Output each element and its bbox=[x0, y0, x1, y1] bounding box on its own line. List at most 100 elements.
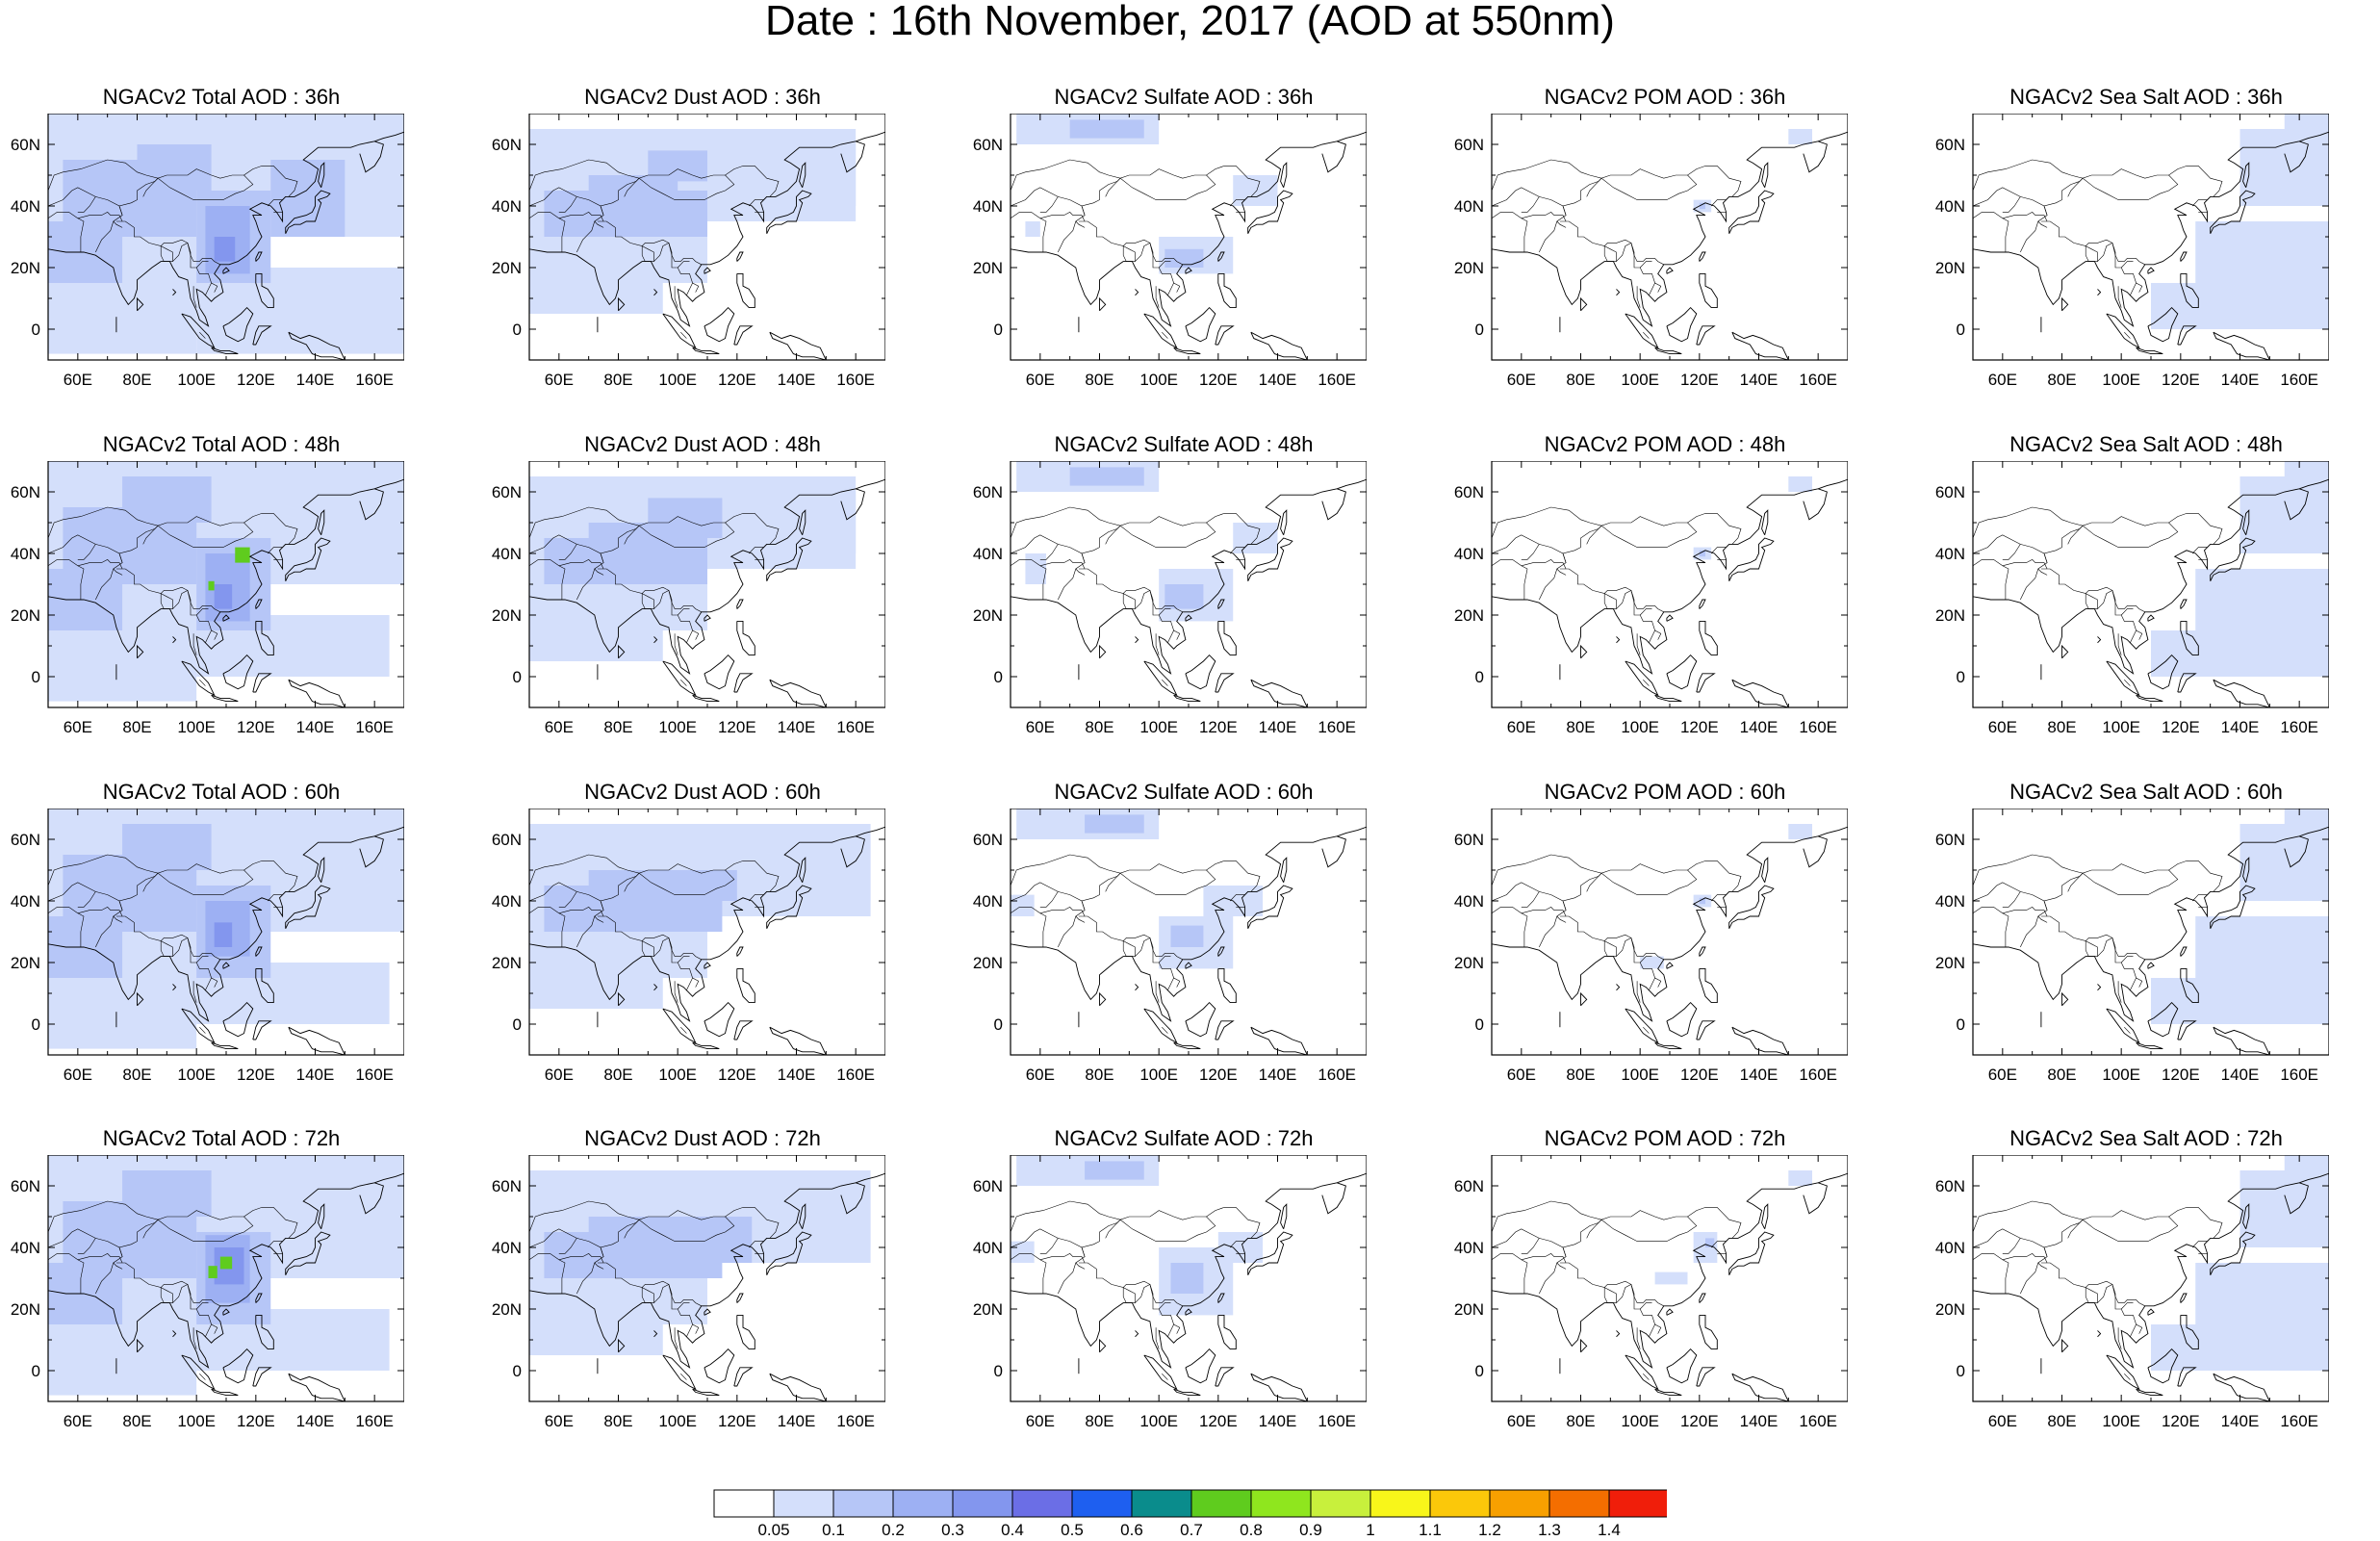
border-line bbox=[668, 590, 700, 640]
aod-map: 60E 80E 100E 120E 140E 160E 60N 40N 20N 0 bbox=[11, 809, 404, 1084]
border-line bbox=[653, 1284, 670, 1303]
y-tick-label: 0 bbox=[513, 1362, 522, 1380]
aod-cell bbox=[2151, 283, 2329, 329]
coastline bbox=[181, 1008, 216, 1044]
border-line bbox=[2043, 1216, 2179, 1257]
coastline bbox=[1728, 885, 1775, 929]
coastline bbox=[2147, 1001, 2179, 1038]
coastline bbox=[1250, 679, 1308, 707]
aod-cell bbox=[648, 498, 723, 538]
coastline bbox=[1099, 1338, 1107, 1353]
border-line bbox=[1630, 937, 1662, 988]
coastline bbox=[1321, 141, 1346, 173]
x-tick-label: 60E bbox=[1507, 718, 1536, 736]
border-line bbox=[1135, 590, 1151, 609]
y-tick-label: 40N bbox=[1935, 545, 1965, 563]
border-line bbox=[624, 872, 640, 892]
border-line bbox=[1135, 1284, 1151, 1303]
x-tick-label: 80E bbox=[603, 1412, 632, 1430]
border-line bbox=[594, 220, 604, 228]
aod-map: 60E 80E 100E 120E 140E 160E 60N 40N 20N 0 bbox=[492, 114, 885, 389]
map-panel-sulfate-72h: NGACv2 Sulfate AOD : 72h 60E 80E 100E 120E 14… bbox=[962, 1126, 1367, 1449]
border-line bbox=[529, 1228, 604, 1295]
aod-cell bbox=[648, 150, 707, 182]
border-line bbox=[1710, 544, 1729, 554]
coastline bbox=[2213, 1026, 2270, 1055]
coastline bbox=[2106, 1008, 2140, 1044]
y-tick-label: 0 bbox=[32, 321, 40, 339]
border-line bbox=[192, 981, 197, 1003]
x-tick-label: 140E bbox=[2221, 371, 2260, 389]
x-tick-label: 120E bbox=[237, 1412, 275, 1430]
border-line bbox=[77, 891, 96, 908]
x-tick-label: 80E bbox=[1566, 1412, 1595, 1430]
coastline bbox=[662, 1354, 697, 1391]
border-line bbox=[2117, 633, 2122, 655]
y-tick-label: 40N bbox=[1935, 1239, 1965, 1257]
coastline bbox=[2284, 488, 2309, 521]
y-tick-label: 0 bbox=[1957, 1015, 1965, 1034]
coastline bbox=[2180, 1314, 2199, 1350]
border-line bbox=[686, 1323, 693, 1337]
aod-cell bbox=[2284, 1155, 2329, 1186]
map-panel-dust-60h: NGACv2 Dust AOD : 60h 60E 80E 100E 120E 140E 1… bbox=[481, 780, 885, 1102]
coastline bbox=[1666, 267, 1674, 274]
x-tick-label: 80E bbox=[122, 718, 151, 736]
coastline bbox=[653, 1330, 658, 1338]
aod-cell bbox=[1069, 119, 1144, 139]
border-line bbox=[267, 1238, 286, 1248]
main-title: Date : 16th November, 2017 (AOD at 550nm… bbox=[765, 0, 1615, 44]
colorbar-swatch bbox=[892, 1489, 954, 1518]
coastline bbox=[1227, 706, 1284, 707]
y-tick-label: 60N bbox=[492, 136, 522, 154]
colorbar-label: 1.1 bbox=[1419, 1521, 1442, 1536]
coastline bbox=[1580, 1338, 1588, 1353]
border-line bbox=[1075, 915, 1086, 923]
coastline bbox=[2213, 331, 2270, 360]
aod-field bbox=[48, 114, 404, 360]
colorbar-swatch bbox=[1011, 1489, 1073, 1518]
x-tick-label: 80E bbox=[122, 1066, 151, 1084]
x-tick-label: 60E bbox=[1988, 718, 2017, 736]
border-line bbox=[2040, 220, 2145, 266]
map-frame: 60E 80E 100E 120E 140E 160E 60N 40N 20N 0 bbox=[1444, 461, 1848, 755]
coastline bbox=[1135, 984, 1139, 991]
coastline bbox=[172, 636, 177, 644]
x-tick-label: 100E bbox=[658, 718, 697, 736]
coastline bbox=[211, 1388, 239, 1397]
border-line bbox=[1636, 633, 1641, 655]
coastline bbox=[2242, 162, 2250, 188]
coastline bbox=[662, 660, 697, 697]
colorbar-svg: 0.05 0.1 0.2 0.3 0.4 0.5 0.6 0.7 0.8 0.9 1 1.1 1.2 1.… bbox=[713, 1489, 1670, 1539]
border-line bbox=[558, 559, 604, 570]
border-line bbox=[1559, 915, 1664, 961]
coastline bbox=[1280, 162, 1288, 188]
aod-field bbox=[1011, 1155, 1367, 1401]
map-panel-total-72h: NGACv2 Total AOD : 72h 60E 80E 100E 120E 140E… bbox=[0, 1126, 404, 1449]
coastline bbox=[1696, 673, 1716, 693]
panel-title: NGACv2 POM AOD : 48h bbox=[1544, 432, 1786, 456]
coastline bbox=[1099, 991, 1107, 1007]
coastline bbox=[736, 967, 755, 1004]
coastline bbox=[2061, 296, 2069, 312]
coastline bbox=[1321, 1182, 1346, 1215]
coastline bbox=[799, 1203, 806, 1229]
border-line bbox=[674, 981, 678, 1003]
coastline bbox=[1973, 131, 2329, 327]
coastline bbox=[1973, 826, 2329, 1022]
border-line bbox=[1105, 525, 1121, 545]
x-tick-label: 100E bbox=[658, 1412, 697, 1430]
coastline bbox=[529, 826, 885, 1022]
border-line bbox=[2117, 1327, 2122, 1349]
border-line bbox=[1011, 159, 1261, 197]
x-tick-label: 60E bbox=[64, 1066, 92, 1084]
map-frame: 60E 80E 100E 120E 140E 160E 60N 40N 20N 0 bbox=[1925, 809, 2329, 1102]
coastline bbox=[1280, 1203, 1288, 1229]
x-tick-label: 100E bbox=[177, 1412, 216, 1430]
border-line bbox=[680, 1373, 687, 1380]
border-line bbox=[2120, 956, 2134, 963]
coastline bbox=[1666, 1308, 1674, 1316]
coastline bbox=[2136, 347, 2163, 355]
coastline bbox=[1011, 826, 1367, 1022]
coastline bbox=[1708, 1054, 1765, 1055]
